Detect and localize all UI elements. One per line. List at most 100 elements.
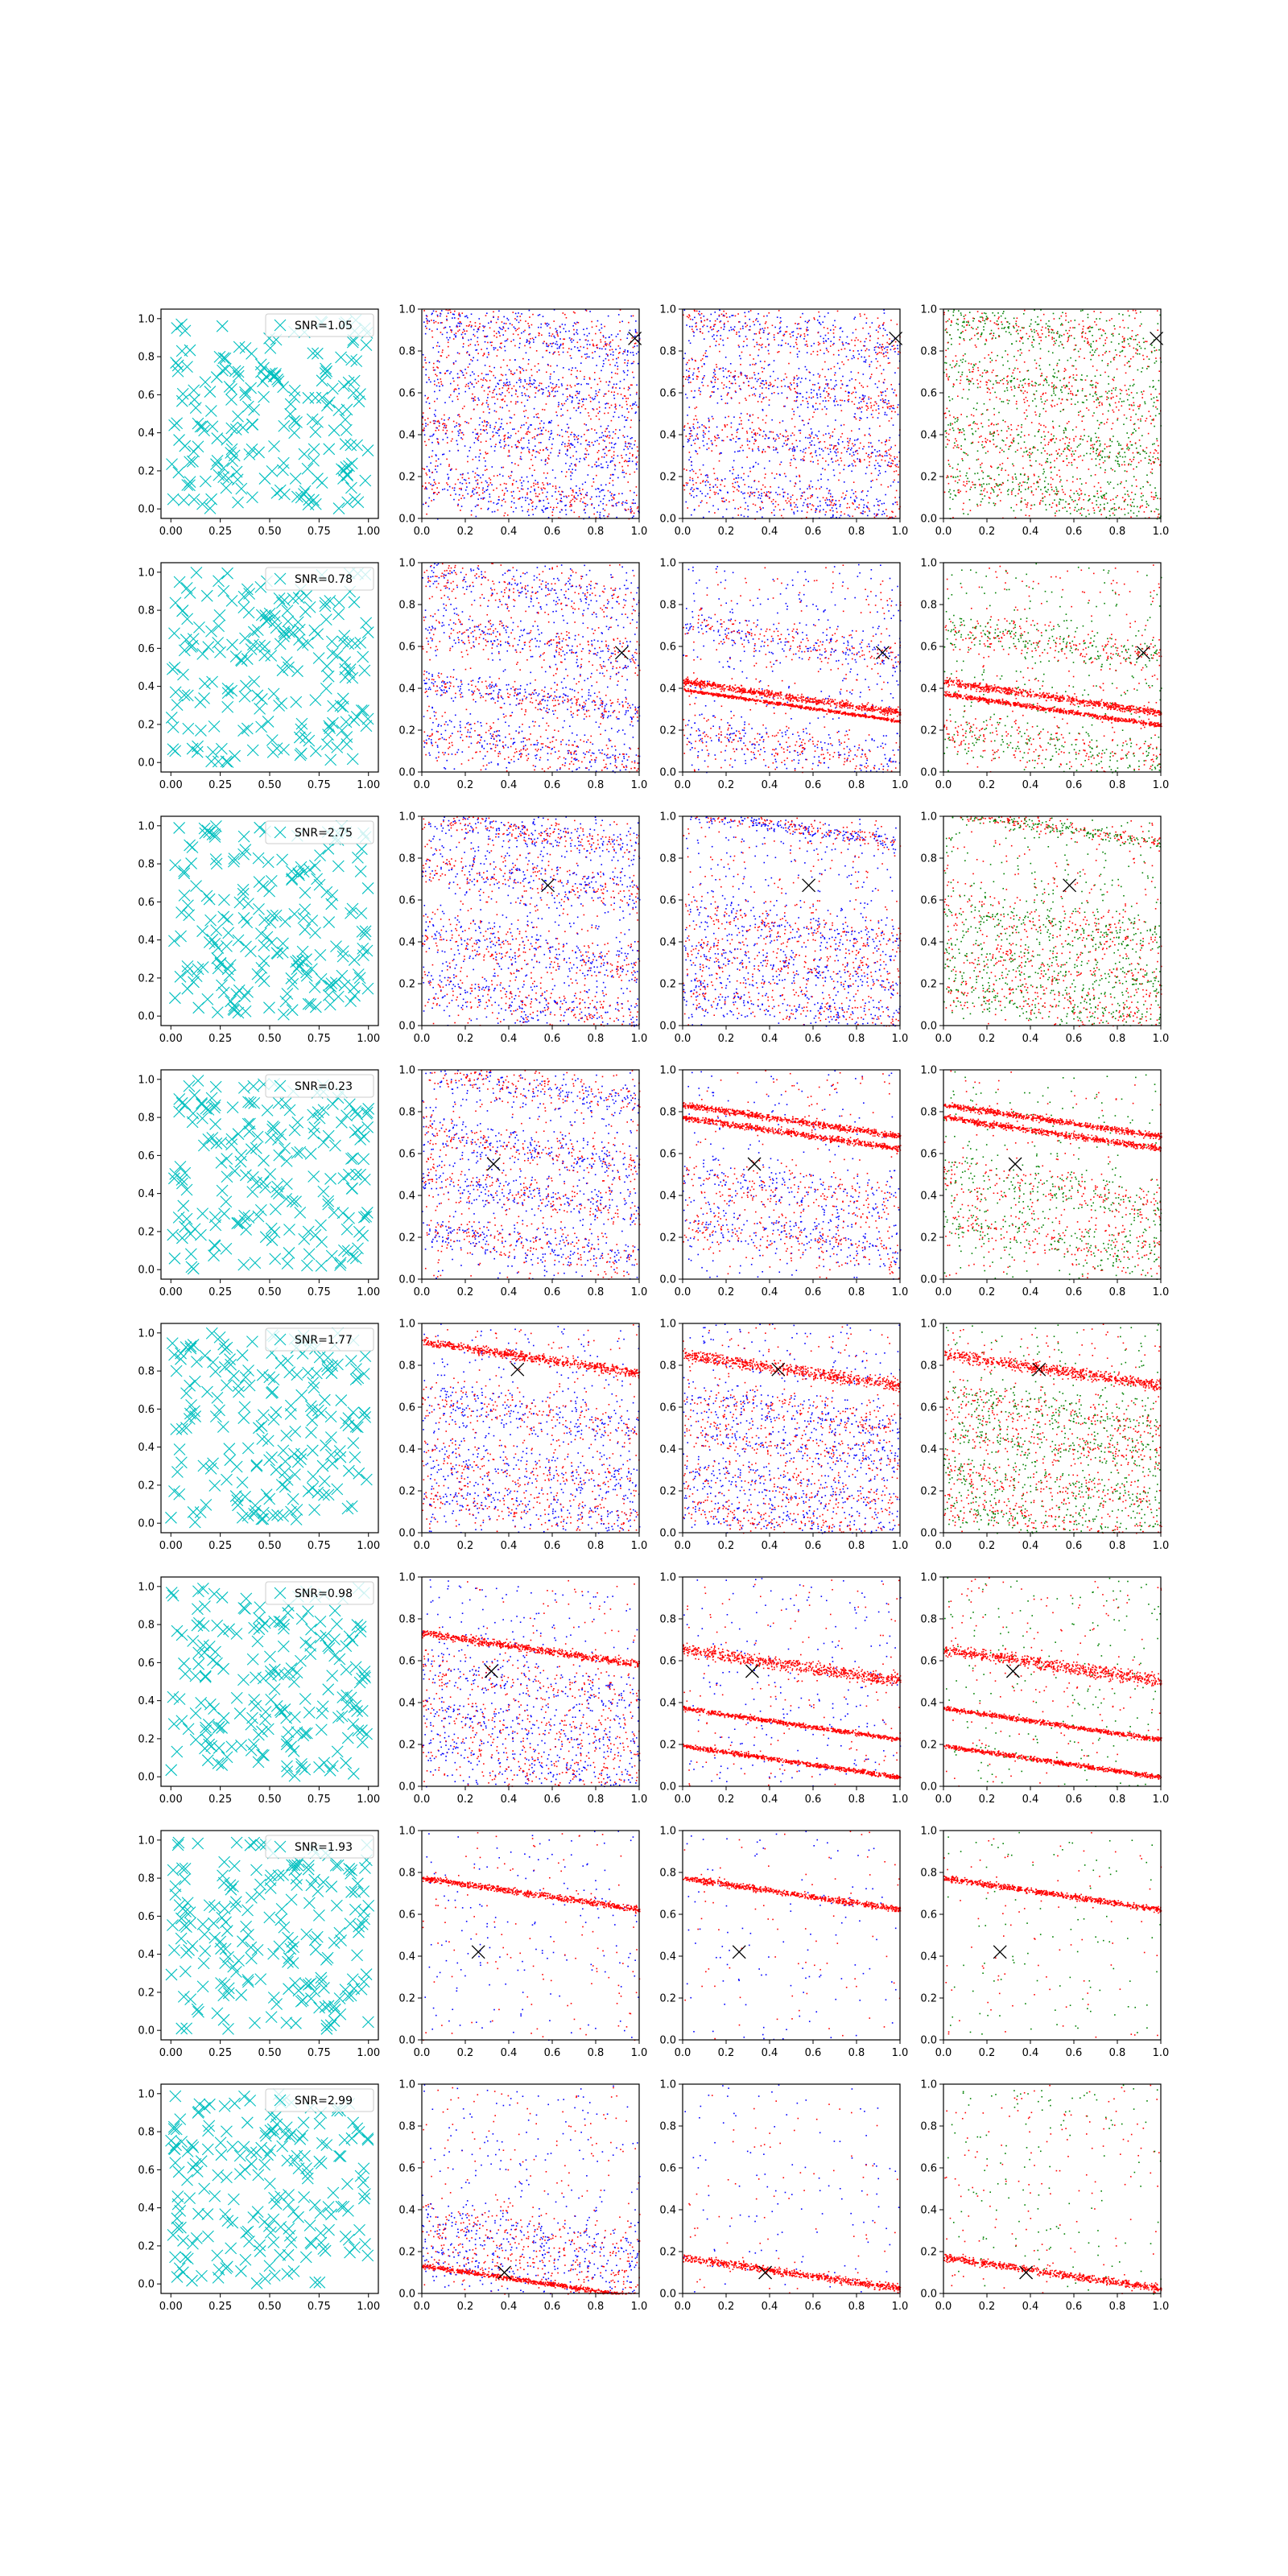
data-dot: [707, 477, 709, 478]
data-dot: [501, 423, 502, 425]
data-dot: [870, 407, 872, 409]
data-dot: [499, 328, 502, 330]
data-dot: [583, 497, 585, 498]
data-dot: [555, 487, 557, 489]
data-dot: [431, 488, 433, 490]
data-dot: [609, 491, 611, 493]
data-dot: [624, 502, 626, 504]
data-dot: [602, 439, 605, 441]
data-dot: [858, 504, 861, 506]
data-dot: [692, 426, 695, 428]
data-dot: [888, 343, 890, 345]
data-dot: [588, 332, 590, 335]
data-dot: [697, 367, 700, 369]
data-dot: [745, 375, 747, 378]
data-dot: [538, 486, 539, 489]
data-dot: [543, 499, 545, 502]
data-dot: [1100, 422, 1102, 424]
data-dot: [777, 332, 778, 334]
data-dot: [565, 388, 568, 390]
data-dot: [1040, 398, 1042, 400]
data-dot: [493, 366, 495, 369]
data-dot: [734, 481, 737, 484]
data-dot: [798, 350, 800, 353]
data-dot: [689, 493, 691, 495]
data-dot: [878, 440, 880, 442]
data-dot: [624, 361, 625, 364]
data-dot: [780, 320, 782, 323]
data-dot: [1124, 464, 1125, 466]
data-dot: [1092, 384, 1094, 386]
data-dot: [722, 344, 724, 346]
data-dot: [749, 310, 752, 312]
data-dot: [1059, 498, 1061, 500]
data-dot: [762, 448, 765, 451]
data-dot: [436, 460, 437, 462]
data-dot: [874, 383, 877, 385]
data-dot: [770, 501, 773, 502]
data-dot: [767, 437, 770, 440]
data-dot: [489, 341, 492, 344]
data-dot: [597, 391, 600, 393]
data-dot: [811, 440, 813, 442]
data-dot: [894, 348, 896, 349]
data-dot: [1088, 469, 1090, 470]
data-dot: [508, 369, 510, 371]
data-dot: [683, 445, 685, 448]
data-dot: [489, 479, 492, 481]
data-dot: [796, 506, 799, 508]
data-dot: [695, 415, 697, 417]
data-dot: [608, 431, 610, 433]
data-dot: [693, 496, 695, 498]
data-dot: [736, 431, 738, 433]
data-dot: [862, 499, 865, 501]
data-dot: [520, 488, 522, 490]
data-dot: [1104, 469, 1106, 471]
data-dot: [1001, 321, 1002, 323]
data-dot: [457, 503, 459, 506]
data-dot: [612, 460, 613, 462]
data-dot: [687, 482, 689, 485]
data-dot: [556, 333, 559, 336]
data-dot: [510, 501, 513, 502]
data-dot: [1016, 428, 1018, 431]
data-dot: [828, 498, 831, 501]
data-dot: [865, 337, 867, 340]
data-dot: [464, 489, 467, 491]
data-dot: [631, 455, 634, 457]
data-dot: [765, 434, 766, 436]
data-dot: [872, 452, 873, 454]
data-dot: [493, 410, 496, 412]
data-dot: [425, 369, 427, 370]
data-dot: [752, 339, 754, 341]
data-dot: [869, 335, 871, 337]
data-dot: [577, 349, 580, 352]
data-dot: [546, 345, 548, 347]
data-dot: [857, 357, 859, 360]
data-dot: [799, 316, 802, 318]
data-dot: [834, 326, 836, 328]
data-dot: [1053, 369, 1055, 370]
data-dot: [854, 444, 856, 446]
data-dot: [724, 357, 727, 358]
data-dot: [626, 365, 629, 366]
data-point: [311, 347, 324, 360]
data-dot: [464, 479, 467, 481]
data-dot: [483, 497, 485, 499]
data-dot: [580, 345, 582, 348]
data-dot: [638, 337, 641, 340]
data-dot: [841, 432, 844, 435]
data-dot: [795, 338, 798, 341]
data-dot: [436, 420, 439, 423]
data-dot: [1075, 368, 1077, 370]
data-dot: [511, 461, 513, 464]
data-dot: [796, 396, 798, 398]
data-dot: [588, 445, 591, 448]
data-dot: [614, 464, 617, 467]
data-dot: [435, 469, 436, 471]
data-dot: [617, 502, 620, 503]
data-dot: [577, 438, 580, 440]
data-dot: [540, 433, 543, 435]
data-dot: [833, 445, 836, 447]
data-point: [246, 347, 258, 360]
